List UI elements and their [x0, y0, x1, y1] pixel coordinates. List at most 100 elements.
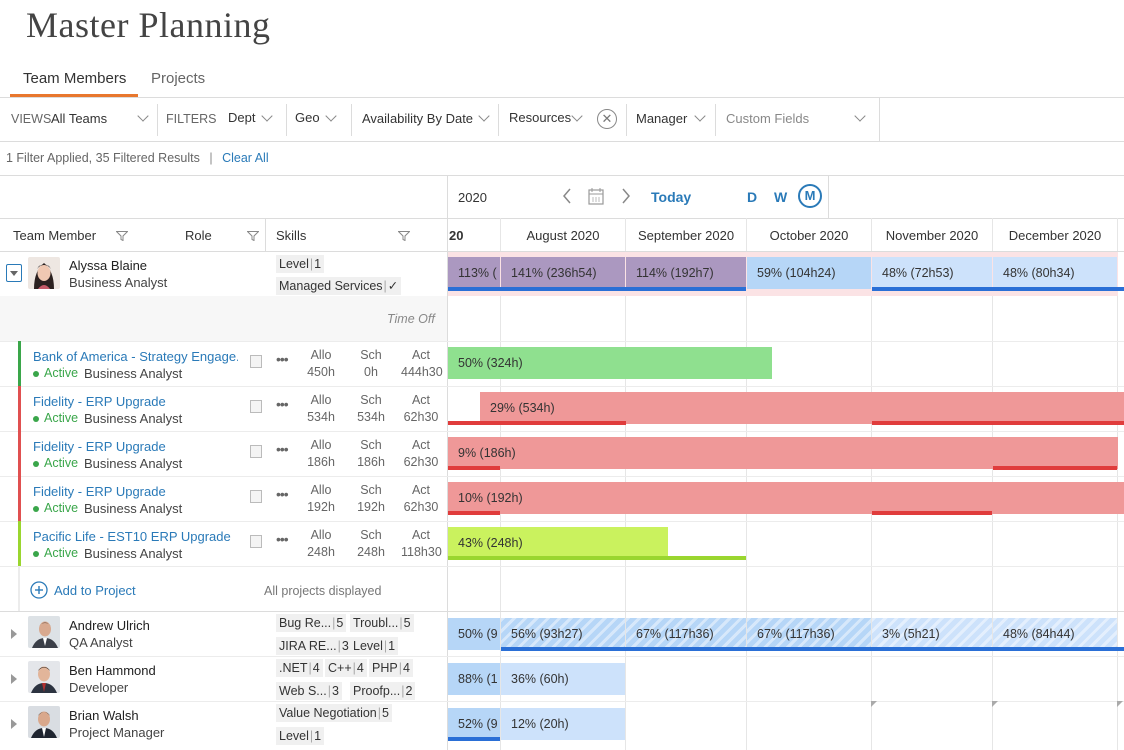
more-options-icon[interactable]: •••: [276, 486, 289, 502]
allocation-bar[interactable]: 43% (248h): [448, 527, 668, 559]
utilization-bar[interactable]: 59% (104h24): [747, 257, 871, 289]
allocation-bar[interactable]: 50% (324h): [448, 347, 772, 379]
expand-icon[interactable]: [11, 629, 17, 639]
filter-funnel-icon[interactable]: [116, 231, 128, 241]
avatar: [28, 661, 60, 693]
member-name[interactable]: Brian Walsh: [69, 708, 139, 723]
overallocation-line: [448, 466, 500, 470]
week-scale-button[interactable]: W: [774, 189, 788, 205]
more-options-icon[interactable]: •••: [276, 396, 289, 412]
filter-status: 1 Filter Applied, 35 Filtered Results | …: [6, 151, 269, 165]
clear-all-link[interactable]: Clear All: [222, 151, 269, 165]
chevron-left-icon[interactable]: [561, 187, 573, 205]
actual-label: Act: [411, 483, 431, 497]
filter-funnel-icon[interactable]: [398, 231, 410, 241]
utilization-bar[interactable]: 48% (72h53): [872, 257, 992, 289]
today-button[interactable]: Today: [651, 189, 692, 205]
expand-icon[interactable]: [11, 674, 17, 684]
utilization-bar[interactable]: 3% (5h21): [872, 618, 992, 650]
utilization-bar[interactable]: 12% (20h): [501, 708, 625, 740]
project-role: Business Analyst: [84, 411, 183, 426]
overallocation-line: [448, 421, 626, 425]
plus-circle-icon[interactable]: [30, 581, 48, 599]
scheduled-label: Sch: [360, 348, 382, 362]
utilization-bar[interactable]: 48% (84h44): [993, 618, 1117, 650]
marker: [871, 701, 877, 707]
calendar-icon[interactable]: [588, 187, 604, 205]
chevron-down-icon[interactable]: [854, 110, 866, 122]
project-color-bar: [18, 431, 21, 476]
member-name[interactable]: Alyssa Blaine: [69, 258, 148, 273]
document-icon[interactable]: [250, 355, 262, 368]
utilization-bar[interactable]: 52% (9: [448, 708, 500, 740]
utilization-bar[interactable]: 48% (80h34): [993, 257, 1117, 289]
chevron-down-icon[interactable]: [261, 110, 273, 122]
month-scale-button[interactable]: M: [798, 184, 822, 208]
resources-filter[interactable]: Resources: [509, 110, 572, 125]
utilization-bar[interactable]: 50% (9: [448, 618, 500, 650]
marker: [1117, 701, 1123, 707]
utilization-bar[interactable]: 56% (93h27): [501, 618, 625, 650]
project-title-link[interactable]: Fidelity - ERP Upgrade: [33, 484, 166, 499]
allocation-bar[interactable]: 9% (186h): [448, 437, 1118, 469]
project-color-bar: [18, 521, 21, 566]
tab-team-members[interactable]: Team Members: [23, 70, 127, 87]
allocation-bar[interactable]: 10% (192h): [448, 482, 1124, 514]
tab-projects[interactable]: Projects: [151, 70, 206, 87]
chevron-down-icon[interactable]: [325, 110, 337, 122]
project-color-bar: [18, 341, 21, 386]
manager-filter[interactable]: Manager: [636, 111, 688, 126]
utilization-bar[interactable]: 88% (1: [448, 663, 500, 695]
project-title-link[interactable]: Bank of America - Strategy Engage...: [33, 349, 238, 364]
active-status-dot: [33, 506, 39, 512]
member-name[interactable]: Ben Hammond: [69, 663, 156, 678]
custom-fields-filter[interactable]: Custom Fields: [726, 111, 810, 126]
document-icon[interactable]: [250, 535, 262, 548]
utilization-bar[interactable]: 141% (236h54): [501, 257, 625, 289]
document-icon[interactable]: [250, 490, 262, 503]
team-member-header[interactable]: Team Member: [13, 228, 97, 243]
more-options-icon[interactable]: •••: [276, 441, 289, 457]
views-select[interactable]: All Teams: [51, 111, 108, 126]
chevron-down-icon[interactable]: [478, 110, 490, 122]
dept-filter[interactable]: Dept: [228, 110, 256, 125]
project-title-link[interactable]: Pacific Life - EST10 ERP Upgrade: [33, 529, 231, 544]
expand-icon[interactable]: [11, 719, 17, 729]
clear-resources-icon[interactable]: ✕: [597, 109, 617, 129]
chevron-down-icon[interactable]: [137, 110, 149, 122]
more-options-icon[interactable]: •••: [276, 531, 289, 547]
skills-header[interactable]: Skills: [276, 228, 307, 243]
utilization-bar[interactable]: 113% (: [448, 257, 500, 289]
month-header-november: November 2020: [885, 228, 979, 243]
collapse-button[interactable]: [6, 264, 22, 282]
grid-splitter[interactable]: [447, 175, 448, 750]
utilization-bar[interactable]: 114% (192h7): [626, 257, 746, 289]
document-icon[interactable]: [250, 400, 262, 413]
project-title-link[interactable]: Fidelity - ERP Upgrade: [33, 394, 166, 409]
row-divider: [0, 521, 1124, 522]
skill-chip: Level|1: [276, 727, 325, 745]
scheduled-label: Sch: [360, 438, 382, 452]
skill-chip: Managed Services|✓: [276, 277, 402, 295]
geo-filter[interactable]: Geo: [295, 110, 320, 125]
utilization-bar[interactable]: 67% (117h36): [747, 618, 871, 650]
filter-funnel-icon[interactable]: [247, 231, 259, 241]
chevron-right-icon[interactable]: [620, 187, 632, 205]
utilization-bar[interactable]: 36% (60h): [501, 663, 625, 695]
utilization-bar[interactable]: 67% (117h36): [626, 618, 746, 650]
allocation-bar[interactable]: 29% (534h): [480, 392, 1124, 424]
add-to-project-link[interactable]: Add to Project: [54, 583, 136, 598]
chevron-down-icon[interactable]: [571, 110, 583, 122]
availability-filter[interactable]: Availability By Date: [362, 111, 474, 126]
day-scale-button[interactable]: D: [747, 189, 758, 205]
more-options-icon[interactable]: •••: [276, 351, 289, 367]
scheduled-value: 192h: [357, 500, 385, 514]
skill-chip: Proofp...|2: [350, 682, 416, 700]
member-name[interactable]: Andrew Ulrich: [69, 618, 150, 633]
overallocation-line: [448, 511, 500, 515]
time-off-text: Time Off: [387, 312, 435, 326]
role-header[interactable]: Role: [185, 228, 212, 243]
project-title-link[interactable]: Fidelity - ERP Upgrade: [33, 439, 166, 454]
document-icon[interactable]: [250, 445, 262, 458]
chevron-down-icon[interactable]: [694, 110, 706, 122]
